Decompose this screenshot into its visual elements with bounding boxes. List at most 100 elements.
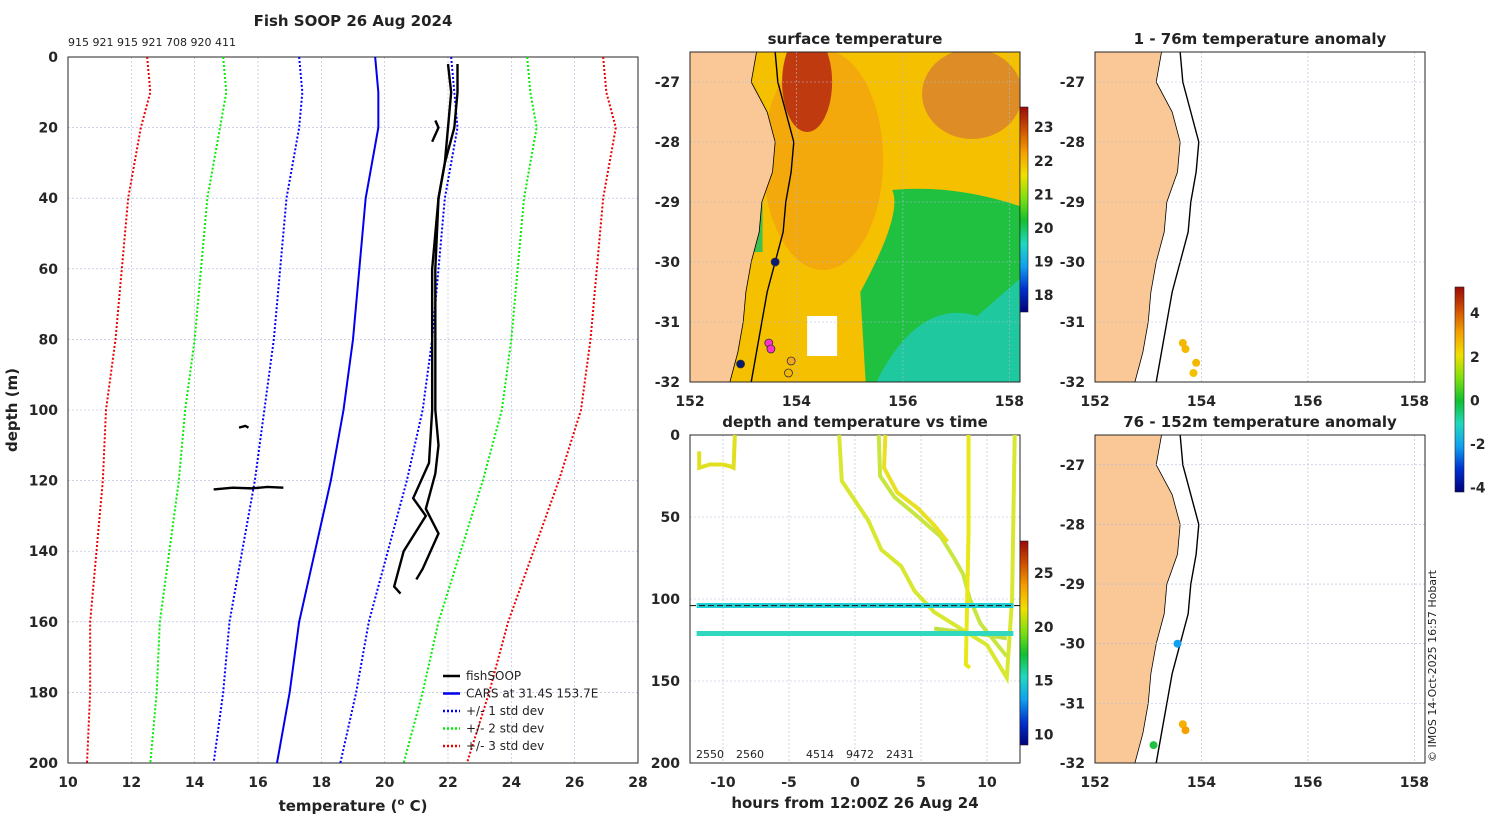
map-frame: [1094, 51, 1426, 383]
station-marker: [1173, 639, 1182, 648]
x-tick-label: 0: [850, 775, 860, 791]
y-tick-label: -29: [1060, 577, 1085, 593]
station-marker: [786, 356, 796, 366]
timedepth-title: depth and temperature vs time: [722, 413, 988, 431]
y-tick-label: 150: [651, 674, 680, 690]
coastline: [729, 52, 776, 382]
x-tick-label: 154: [782, 394, 811, 410]
station-marker: [1178, 720, 1187, 729]
station-marker: [736, 359, 745, 369]
map-sst: [690, 52, 1020, 382]
x-tick-label: -10: [710, 775, 736, 791]
y-tick-label: -31: [1060, 315, 1085, 331]
x-label-sup: o: [397, 797, 404, 808]
colorbar-tick-label: 2: [1470, 350, 1480, 366]
x-tick-label: 156: [1293, 775, 1322, 791]
map-anom2: [1095, 435, 1200, 763]
y-tick-label: 20: [39, 121, 59, 137]
colorbar-tick-label: -4: [1470, 481, 1486, 497]
shelf-contour: [1155, 52, 1200, 382]
map-frame: [1094, 434, 1426, 764]
fishsoop-profile: [213, 485, 284, 491]
land-mass: [1095, 435, 1181, 763]
x-axis-label: temperature (o C): [279, 797, 428, 815]
x-tick-label: 152: [1080, 394, 1109, 410]
y-tick-label: 100: [29, 403, 58, 419]
y-axis-label: depth (m): [3, 368, 21, 452]
station-marker: [784, 368, 793, 378]
map-title: 1 - 76m temperature anomaly: [1134, 30, 1387, 48]
colorbar-tick-label: 18: [1034, 288, 1053, 304]
colorbar-tick-label: 15: [1034, 674, 1053, 690]
x-tick-label: 18: [312, 775, 331, 791]
legend-entry: fishSOOP: [466, 669, 521, 683]
station-marker: [766, 344, 776, 354]
x-tick-label: 154: [1187, 775, 1216, 791]
x-tick-label: 28: [628, 775, 647, 791]
bottom-depth-label: 4514: [806, 748, 834, 761]
y-tick-label: -27: [1060, 75, 1085, 91]
coastline: [1134, 435, 1181, 763]
x-tick-label: 10: [977, 775, 997, 791]
coastline: [1134, 52, 1181, 382]
x-tick-label: 24: [502, 775, 522, 791]
sst-warm-patch: [922, 52, 1020, 139]
colorbar-tick-label: 25: [1034, 566, 1053, 582]
bottom-depth-label: 9472: [846, 748, 874, 761]
bottom-depth-label: 2550: [696, 748, 724, 761]
std-1-line: [212, 56, 304, 764]
std-2-line: [149, 56, 228, 764]
colorbar-tick-label: 20: [1034, 221, 1054, 237]
y-tick-label: 100: [651, 592, 680, 608]
yellow-temperature-trace: [876, 434, 1009, 658]
colorbar-tick-label: 10: [1034, 727, 1054, 743]
legend-entry: +/- 2 std dev: [466, 722, 544, 736]
map-anom1: [1095, 52, 1200, 382]
y-tick-label: 200: [29, 756, 58, 772]
timedepth-x-label: hours from 12:00Z 26 Aug 24: [731, 794, 978, 812]
colorbar-tick-label: 20: [1034, 620, 1054, 636]
x-tick-label: 158: [1400, 775, 1429, 791]
y-tick-label: 50: [661, 510, 681, 526]
profile-frame: [67, 56, 639, 764]
colorbar-tick-label: 0: [1470, 393, 1480, 409]
station-marker: [1189, 369, 1198, 377]
yellow-temperature-trace: [882, 434, 949, 543]
legend-entry: +/- 1 std dev: [466, 704, 544, 718]
std-3-line: [86, 56, 152, 764]
map-title: surface temperature: [768, 30, 943, 48]
y-tick-label: -30: [1060, 637, 1086, 653]
colorbar-tick-label: 4: [1470, 306, 1480, 322]
legend-entry: CARS at 31.4S 153.7E: [466, 687, 598, 701]
colorbar-tick-label: 23: [1034, 120, 1053, 136]
fishsoop-profile: [431, 120, 440, 143]
y-tick-label: -29: [655, 195, 680, 211]
y-tick-label: -28: [1060, 135, 1085, 151]
cars-mean-line: [276, 56, 380, 764]
sst-colorbar: [1019, 106, 1029, 313]
y-tick-label: -30: [1060, 255, 1086, 271]
bottom-depth-label: 2560: [736, 748, 764, 761]
x-label-text: temperature (: [279, 797, 398, 815]
y-tick-label: -29: [1060, 195, 1085, 211]
anomaly-colorbar: [1454, 286, 1465, 493]
station-marker: [770, 257, 780, 267]
y-tick-label: -32: [655, 375, 680, 391]
colorbar-tick-label: 22: [1034, 154, 1053, 170]
station-marker: [1149, 741, 1158, 750]
timedepth-colorbar: [1019, 540, 1029, 746]
y-tick-label: 60: [39, 262, 59, 278]
legend-entry: +/- 3 std dev: [466, 739, 544, 753]
y-tick-label: -32: [1060, 756, 1085, 772]
x-tick-label: 152: [675, 394, 704, 410]
map-title: 76 - 152m temperature anomaly: [1123, 413, 1397, 431]
fishsoop-profile: [415, 64, 459, 581]
probe-serials: 915 921 915 921 708 920 411: [68, 36, 236, 49]
x-tick-label: 12: [122, 775, 141, 791]
y-tick-label: -27: [655, 75, 680, 91]
colorbar-tick-label: 19: [1034, 255, 1053, 271]
x-tick-label: 154: [1187, 394, 1216, 410]
y-tick-label: -31: [1060, 696, 1085, 712]
land-mass: [690, 52, 776, 382]
